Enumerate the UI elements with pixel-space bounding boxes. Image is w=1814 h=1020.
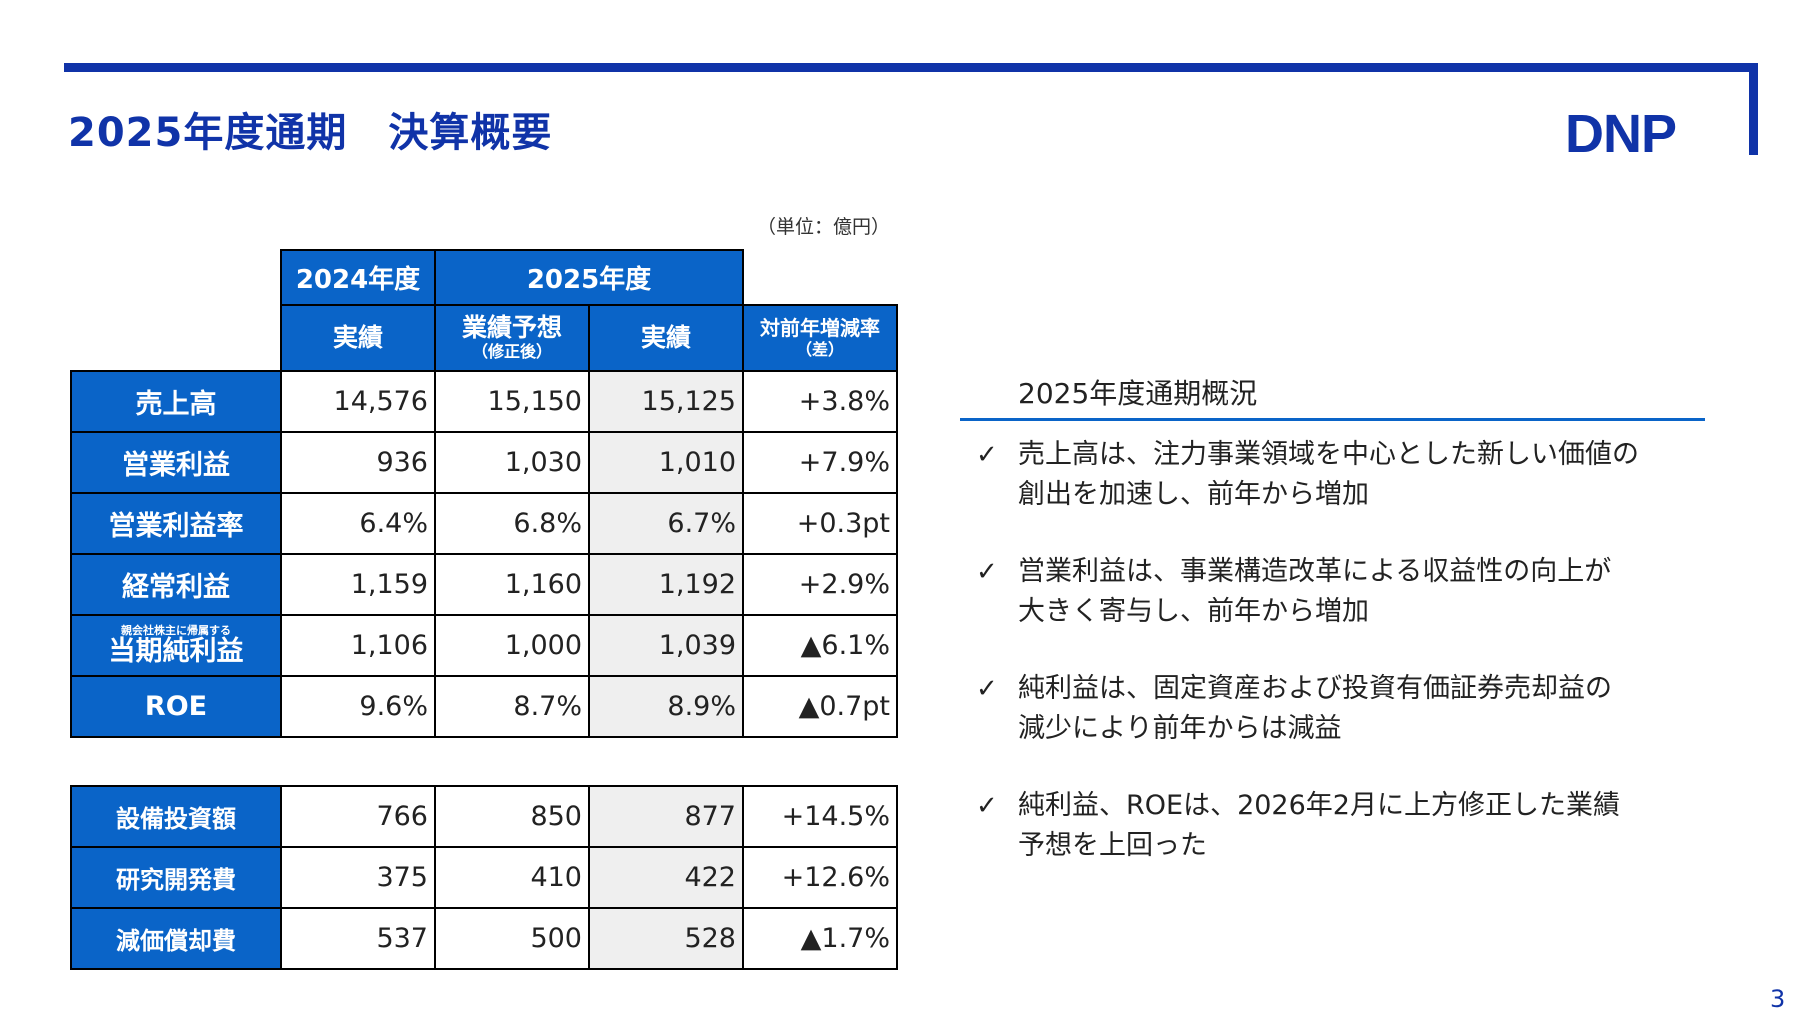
financial-summary-table: 2024年度 2025年度 実績 業績予想 （修正後） 実績 対前年増減率 （差… xyxy=(70,249,898,738)
table-row: 営業利益 936 1,030 1,010 +7.9% xyxy=(70,431,898,494)
summary-bullet: ✓ 営業利益は、事業構造改革による収益性の向上が 大きく寄与し、前年から増加 xyxy=(960,552,1705,632)
header-forecast-label: 業績予想 xyxy=(461,313,562,342)
summary-title: 2025年度通期概況 xyxy=(960,372,1705,421)
cell-yoy: ▲0.7pt xyxy=(742,675,898,738)
table-row: 減価償却費 537 500 528 ▲1.7% xyxy=(70,907,898,970)
cell-forecast: 1,030 xyxy=(434,431,590,494)
header-fy2024: 2024年度 xyxy=(280,249,436,306)
page-number: 3 xyxy=(1770,985,1786,1013)
dnp-logo: DNP xyxy=(1565,104,1677,164)
check-icon: ✓ xyxy=(976,557,998,587)
header-actual-2025: 実績 xyxy=(588,304,744,372)
cell-actual-2024: 1,159 xyxy=(280,553,436,616)
row-label: 減価償却費 xyxy=(70,907,282,970)
bullet-line: 純利益、ROEは、2026年2月に上方修正した業績 xyxy=(1018,790,1620,821)
check-icon: ✓ xyxy=(976,791,998,821)
table-row: 経常利益 1,159 1,160 1,192 +2.9% xyxy=(70,553,898,616)
row-label: 売上高 xyxy=(70,370,282,433)
cell-actual-2025: 528 xyxy=(588,907,744,970)
cell-actual-2025: 1,039 xyxy=(588,614,744,677)
cell-forecast: 1,160 xyxy=(434,553,590,616)
cell-forecast: 6.8% xyxy=(434,492,590,555)
cell-yoy: +7.9% xyxy=(742,431,898,494)
bullet-line: 創出を加速し、前年から増加 xyxy=(1018,479,1369,510)
cell-yoy: +3.8% xyxy=(742,370,898,433)
unit-note: （単位：億円） xyxy=(757,216,891,238)
cell-forecast: 15,150 xyxy=(434,370,590,433)
cell-forecast: 410 xyxy=(434,846,590,909)
page-title: 2025年度通期 決算概要 xyxy=(68,110,553,156)
header-blank-cell xyxy=(71,305,281,372)
cell-actual-2024: 375 xyxy=(280,846,436,909)
cell-actual-2025: 1,192 xyxy=(588,553,744,616)
cell-actual-2025: 1,010 xyxy=(588,431,744,494)
header-forecast-note: （修正後） xyxy=(471,342,552,361)
table-row: 売上高 14,576 15,150 15,125 +3.8% xyxy=(70,370,898,433)
row-label: 親会社株主に帰属する 当期純利益 xyxy=(70,614,282,677)
header-yoy: 対前年増減率 （差） xyxy=(742,304,898,372)
row-label: 営業利益 xyxy=(70,431,282,494)
header-blank-cell xyxy=(743,250,897,306)
row-label-note: 親会社株主に帰属する xyxy=(121,624,231,637)
header-forecast: 業績予想 （修正後） xyxy=(434,304,590,372)
cell-actual-2024: 1,106 xyxy=(280,614,436,677)
cell-forecast: 500 xyxy=(434,907,590,970)
row-label: 経常利益 xyxy=(70,553,282,616)
summary-bullet: ✓ 純利益、ROEは、2026年2月に上方修正した業績 予想を上回った xyxy=(960,786,1705,866)
table-row: ROE 9.6% 8.7% 8.9% ▲0.7pt xyxy=(70,675,898,738)
bullet-line: 営業利益は、事業構造改革による収益性の向上が xyxy=(1018,556,1612,587)
cell-actual-2024: 6.4% xyxy=(280,492,436,555)
summary-bullet: ✓ 売上高は、注力事業領域を中心とした新しい価値の 創出を加速し、前年から増加 xyxy=(960,435,1705,515)
summary-bullet: ✓ 純利益は、固定資産および投資有価証券売却益の 減少により前年からは減益 xyxy=(960,669,1705,749)
cell-forecast: 1,000 xyxy=(434,614,590,677)
header-yoy-label: 対前年増減率 xyxy=(760,316,880,340)
cell-actual-2024: 14,576 xyxy=(280,370,436,433)
cell-yoy: ▲1.7% xyxy=(742,907,898,970)
cell-actual-2025: 877 xyxy=(588,785,744,848)
cell-actual-2025: 422 xyxy=(588,846,744,909)
cell-yoy: +14.5% xyxy=(742,785,898,848)
row-label-text: 当期純利益 xyxy=(108,636,244,667)
table-row: 設備投資額 766 850 877 +14.5% xyxy=(70,785,898,848)
cell-actual-2025: 6.7% xyxy=(588,492,744,555)
cell-actual-2025: 15,125 xyxy=(588,370,744,433)
check-icon: ✓ xyxy=(976,440,998,470)
header-blank-cell xyxy=(71,250,281,305)
cell-forecast: 8.7% xyxy=(434,675,590,738)
bullet-line: 減少により前年からは減益 xyxy=(1018,713,1342,744)
cell-yoy: ▲6.1% xyxy=(742,614,898,677)
summary-panel: 2025年度通期概況 ✓ 売上高は、注力事業領域を中心とした新しい価値の 創出を… xyxy=(960,372,1705,866)
right-accent-bar xyxy=(1749,63,1758,155)
bullet-line: 大きく寄与し、前年から増加 xyxy=(1018,596,1369,627)
row-label: 設備投資額 xyxy=(70,785,282,848)
cell-yoy: +0.3pt xyxy=(742,492,898,555)
table-row: 研究開発費 375 410 422 +12.6% xyxy=(70,846,898,909)
bullet-line: 純利益は、固定資産および投資有価証券売却益の xyxy=(1018,673,1612,704)
cell-actual-2024: 936 xyxy=(280,431,436,494)
header-fy2025: 2025年度 xyxy=(434,249,744,306)
row-label: ROE xyxy=(70,675,282,738)
cell-yoy: +2.9% xyxy=(742,553,898,616)
cell-actual-2024: 9.6% xyxy=(280,675,436,738)
check-icon: ✓ xyxy=(976,674,998,704)
table-row: 親会社株主に帰属する 当期純利益 1,106 1,000 1,039 ▲6.1% xyxy=(70,614,898,677)
cell-actual-2025: 8.9% xyxy=(588,675,744,738)
table-row: 営業利益率 6.4% 6.8% 6.7% +0.3pt xyxy=(70,492,898,555)
header-yoy-note: （差） xyxy=(795,340,844,359)
bullet-line: 予想を上回った xyxy=(1018,830,1207,861)
header-actual-2024: 実績 xyxy=(280,304,436,372)
cell-actual-2024: 537 xyxy=(280,907,436,970)
row-label: 営業利益率 xyxy=(70,492,282,555)
cell-forecast: 850 xyxy=(434,785,590,848)
cell-actual-2024: 766 xyxy=(280,785,436,848)
top-accent-bar xyxy=(64,63,1758,72)
cell-yoy: +12.6% xyxy=(742,846,898,909)
row-label: 研究開発費 xyxy=(70,846,282,909)
bullet-line: 売上高は、注力事業領域を中心とした新しい価値の xyxy=(1018,439,1639,470)
investment-table: 設備投資額 766 850 877 +14.5% 研究開発費 375 410 4… xyxy=(70,785,898,970)
